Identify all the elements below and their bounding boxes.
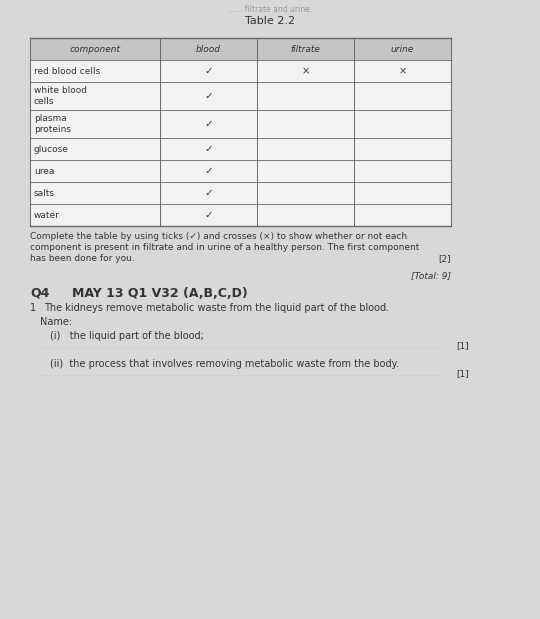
- Text: ✓: ✓: [204, 188, 213, 198]
- Text: (ii)  the process that involves removing metabolic waste from the body.: (ii) the process that involves removing …: [50, 359, 399, 369]
- Text: urine: urine: [391, 45, 414, 53]
- Text: plasma
proteins: plasma proteins: [34, 114, 71, 134]
- Text: ✓: ✓: [204, 210, 213, 220]
- Text: ✓: ✓: [204, 91, 213, 101]
- Text: The kidneys remove metabolic waste from the liquid part of the blood.: The kidneys remove metabolic waste from …: [44, 303, 389, 313]
- Text: 1: 1: [30, 303, 36, 313]
- Text: Q4: Q4: [30, 287, 49, 300]
- Text: blood: blood: [196, 45, 221, 53]
- Text: ✓: ✓: [204, 119, 213, 129]
- Text: ✓: ✓: [204, 166, 213, 176]
- Text: ✓: ✓: [204, 66, 213, 76]
- Text: [Total: 9]: [Total: 9]: [411, 271, 451, 280]
- Text: [1]: [1]: [456, 341, 469, 350]
- Text: glucose: glucose: [34, 144, 69, 154]
- Text: salts: salts: [34, 189, 55, 197]
- Text: [2]: [2]: [438, 254, 451, 263]
- Text: (i)   the liquid part of the blood;: (i) the liquid part of the blood;: [50, 331, 204, 341]
- Text: component: component: [70, 45, 120, 53]
- Text: component is present in filtrate and in urine of a healthy person. The first com: component is present in filtrate and in …: [30, 243, 420, 252]
- Text: Table 2.2: Table 2.2: [245, 16, 295, 26]
- Text: Complete the table by using ticks (✓) and crosses (×) to show whether or not eac: Complete the table by using ticks (✓) an…: [30, 232, 407, 241]
- Text: urea: urea: [34, 167, 55, 176]
- Text: water: water: [34, 210, 60, 220]
- Text: has been done for you.: has been done for you.: [30, 254, 135, 263]
- Text: MAY 13 Q1 V32 (A,B,C,D): MAY 13 Q1 V32 (A,B,C,D): [72, 287, 248, 300]
- Text: red blood cells: red blood cells: [34, 66, 100, 76]
- Text: ...... filtrate and urine.: ...... filtrate and urine.: [228, 5, 312, 14]
- Text: filtrate: filtrate: [291, 45, 320, 53]
- Text: ×: ×: [301, 66, 309, 76]
- Text: ×: ×: [399, 66, 407, 76]
- Text: [1]: [1]: [456, 369, 469, 378]
- Text: Name:: Name:: [40, 317, 72, 327]
- Bar: [30, 38, 451, 60]
- Text: white blood
cells: white blood cells: [34, 86, 87, 106]
- Bar: [30, 60, 451, 226]
- Text: ✓: ✓: [204, 144, 213, 154]
